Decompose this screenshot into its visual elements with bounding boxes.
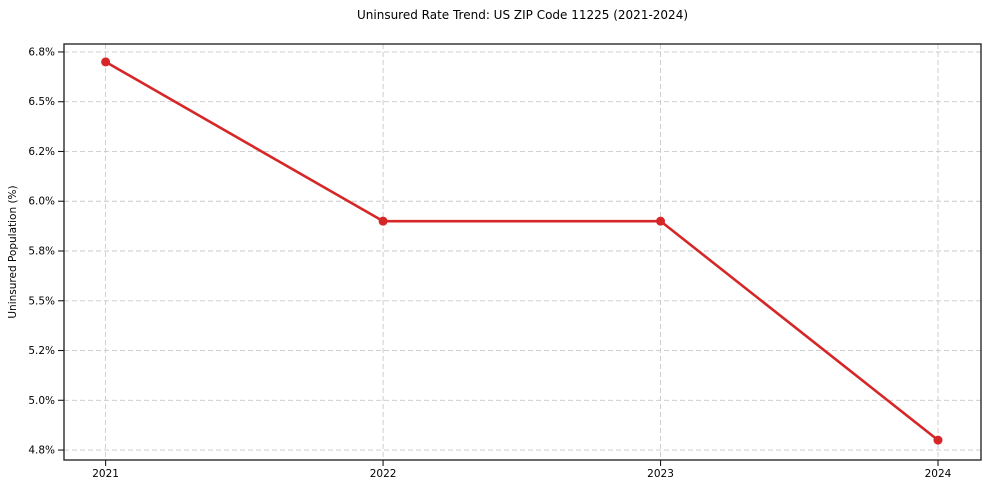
y-tick-label: 6.2% <box>28 146 55 158</box>
x-tick-label: 2021 <box>92 468 119 480</box>
y-tick-label: 6.5% <box>28 96 55 108</box>
data-point-marker <box>656 216 666 226</box>
y-tick-label: 6.8% <box>28 46 55 58</box>
y-tick-label: 5.0% <box>28 395 55 407</box>
x-tick-label: 2024 <box>925 468 952 480</box>
data-point-marker <box>378 216 388 226</box>
y-tick-label: 4.8% <box>28 445 55 457</box>
y-tick-label: 5.5% <box>28 295 55 307</box>
x-tick-label: 2023 <box>647 468 674 480</box>
trend-line <box>104 60 940 442</box>
data-point-marker <box>933 435 943 445</box>
y-tick-label: 5.8% <box>28 246 55 258</box>
chart-title: Uninsured Rate Trend: US ZIP Code 11225 … <box>356 8 689 22</box>
y-tick-label: 5.2% <box>28 345 55 357</box>
y-tick-label: 6.0% <box>28 196 55 208</box>
x-tick-label: 2022 <box>370 468 397 480</box>
data-point-marker <box>101 57 111 67</box>
plot-frame <box>63 43 982 461</box>
